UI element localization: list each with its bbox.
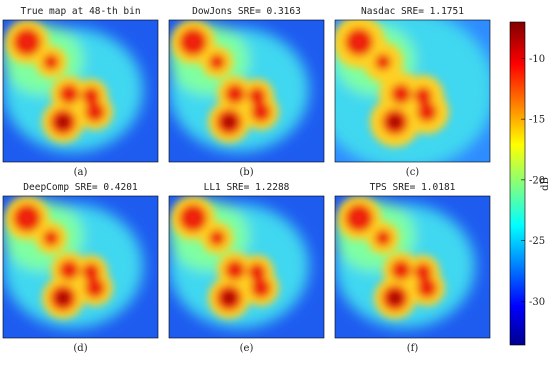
peak <box>375 230 391 246</box>
peak <box>13 204 41 232</box>
peak <box>59 260 79 280</box>
peak <box>179 28 207 56</box>
heatmap-peaks <box>171 196 279 319</box>
heatmap <box>335 196 490 338</box>
heatmap-peaks <box>5 196 113 319</box>
heatmap-peaks <box>5 20 113 143</box>
peak <box>225 84 245 104</box>
peak-core <box>57 292 69 304</box>
colorbar-tick-label: -10 <box>529 54 545 65</box>
peak <box>82 263 100 281</box>
heatmap-peaks <box>171 20 279 143</box>
peak <box>82 87 100 105</box>
panel-caption: (f) <box>407 343 419 354</box>
peak <box>345 204 373 232</box>
panel-title: LL1 SRE= 1.2288 <box>204 182 290 193</box>
peak-core <box>389 292 401 304</box>
heatmap <box>169 196 324 338</box>
peak <box>225 260 245 280</box>
peak <box>179 204 207 232</box>
peak <box>209 230 225 246</box>
peak-core <box>389 116 401 128</box>
heatmap-peaks <box>337 196 445 319</box>
panel-caption: (d) <box>73 343 87 354</box>
peak-core <box>223 116 235 128</box>
panel-frame <box>168 19 325 163</box>
peak <box>85 278 105 298</box>
panel-caption: (e) <box>240 343 254 354</box>
panel-title: TPS SRE= 1.0181 <box>370 182 456 193</box>
panel-caption: (a) <box>74 167 88 178</box>
panel-title: Nasdac SRE= 1.1751 <box>361 6 464 17</box>
peak <box>85 102 105 122</box>
panel-frame <box>2 195 159 339</box>
colorbar-tick-label: -15 <box>529 115 545 126</box>
peak <box>13 28 41 56</box>
heatmap <box>3 196 158 338</box>
peak-core <box>57 116 69 128</box>
peak <box>248 87 266 105</box>
peak <box>375 54 391 70</box>
colorbar-tick-label: -20 <box>529 175 545 186</box>
peak <box>248 263 266 281</box>
heatmap-peaks <box>335 20 449 147</box>
panel-frame <box>2 19 159 163</box>
peak <box>59 84 79 104</box>
peak <box>417 102 437 122</box>
colorbar-tick-label: -30 <box>529 297 545 308</box>
heatmap <box>169 20 324 162</box>
panel-frame <box>334 19 491 163</box>
panel-frame <box>334 195 491 339</box>
peak <box>391 84 411 104</box>
colorbar-tick-label: -25 <box>529 236 545 247</box>
panel-caption: (b) <box>239 167 253 178</box>
panel-caption: (c) <box>406 167 420 178</box>
panel-frame <box>168 195 325 339</box>
colorbar <box>509 21 526 346</box>
peak <box>251 102 271 122</box>
peak <box>251 278 271 298</box>
heatmap <box>3 20 158 162</box>
panel-title: DeepComp SRE= 0.4201 <box>23 182 138 193</box>
panel-title: True map at 48-th bin <box>20 6 140 17</box>
peak <box>391 260 411 280</box>
peak <box>414 263 432 281</box>
peak <box>345 28 373 56</box>
colorbar-label: dB <box>540 177 551 191</box>
peak <box>43 54 59 70</box>
panel-title: DowJons SRE= 0.3163 <box>192 6 301 17</box>
peak <box>43 230 59 246</box>
peak <box>209 54 225 70</box>
peak <box>417 278 437 298</box>
heatmap <box>335 20 490 162</box>
peak-core <box>223 292 235 304</box>
peak <box>414 87 432 105</box>
